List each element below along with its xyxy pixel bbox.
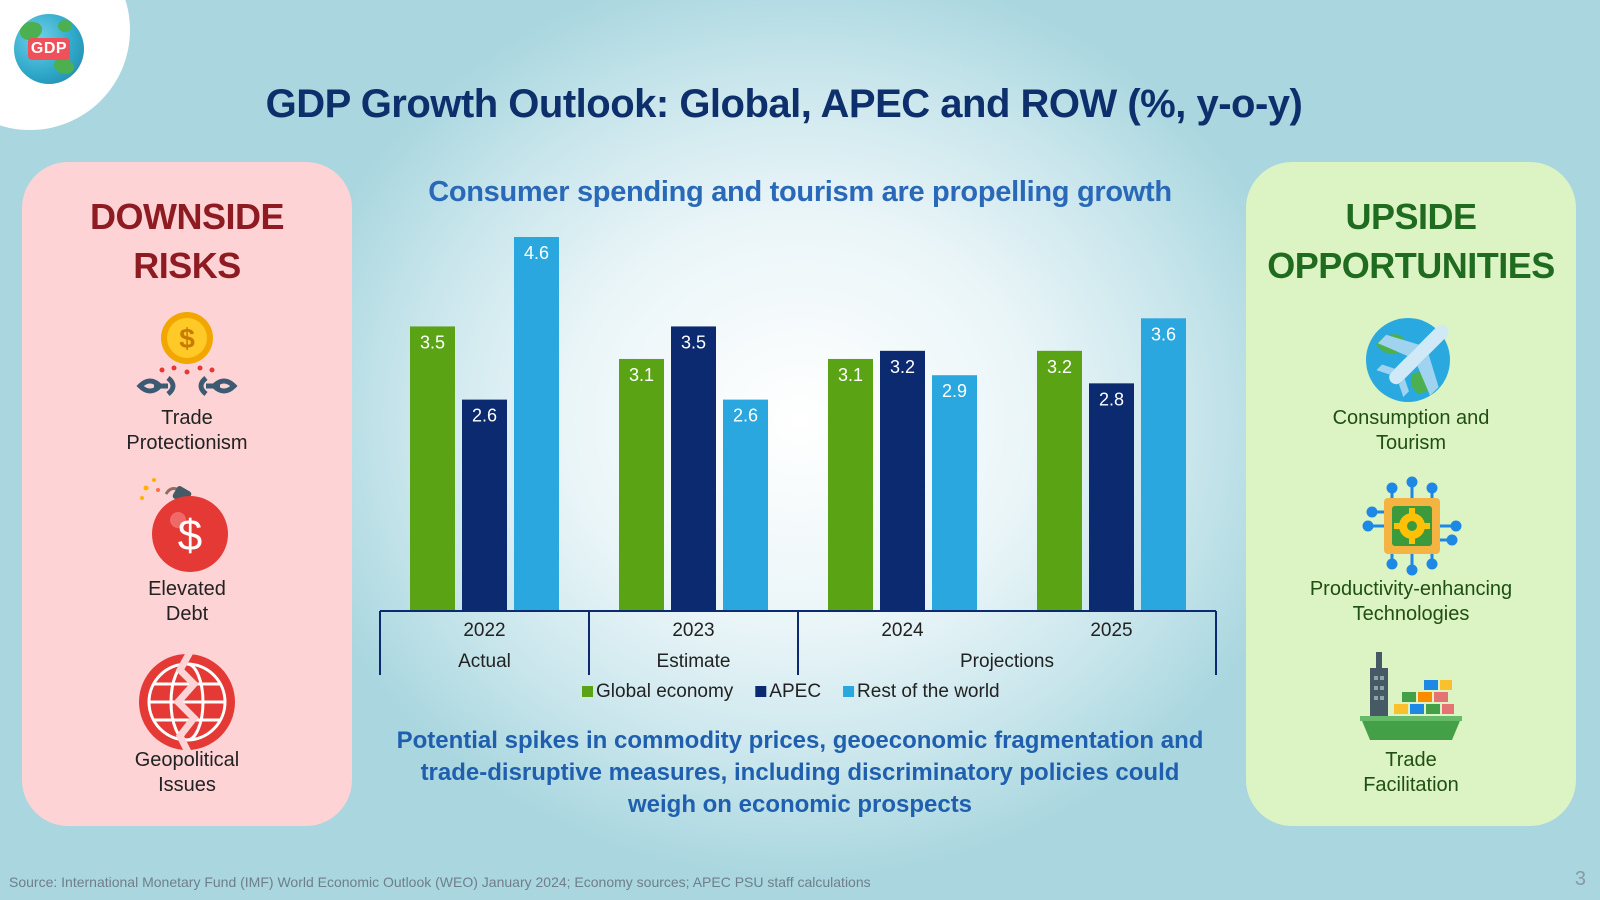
cargo-ship-icon bbox=[1360, 652, 1462, 740]
data-label: 3.2 bbox=[890, 357, 915, 377]
legend-label: Rest of the world bbox=[857, 681, 1000, 702]
risk-label-line2: Issues bbox=[158, 774, 216, 796]
risk-note: Potential spikes in commodity prices, ge… bbox=[380, 725, 1220, 821]
legend-swatch bbox=[843, 686, 855, 697]
bar-2025-global-economy bbox=[1037, 350, 1082, 611]
opportunity-label-line2: Tourism bbox=[1375, 432, 1446, 454]
data-label: 2.8 bbox=[1099, 389, 1124, 409]
svg-text:$: $ bbox=[178, 511, 202, 560]
bar-2025-rest-of-the-world bbox=[1141, 318, 1186, 611]
risk-label-line2: Protectionism bbox=[126, 432, 248, 454]
opportunity-label-line2: Technologies bbox=[1352, 603, 1470, 625]
opportunity-label-line2: Facilitation bbox=[1363, 774, 1459, 796]
page-number: 3 bbox=[1574, 868, 1586, 890]
source-note: Source: International Monetary Fund (IMF… bbox=[9, 874, 871, 890]
opportunity-item-consumption-tourism: Consumption and Tourism bbox=[1246, 406, 1576, 456]
cracked-globe-icon bbox=[139, 652, 235, 752]
data-label: 4.6 bbox=[524, 243, 549, 263]
data-label: 3.1 bbox=[838, 365, 863, 385]
svg-text:$: $ bbox=[179, 323, 195, 354]
group-label: Actual bbox=[458, 651, 511, 672]
risk-label-line1: Elevated bbox=[148, 578, 226, 600]
legend-label: Global economy bbox=[596, 681, 734, 702]
legend-label: APEC bbox=[769, 681, 821, 702]
risk-label-line1: Trade bbox=[161, 407, 213, 429]
data-label: 3.1 bbox=[629, 365, 654, 385]
gdp-logo: GDP bbox=[14, 14, 84, 84]
risk-label-line1: Geopolitical bbox=[134, 749, 240, 771]
x-tick-label: 2022 bbox=[463, 620, 505, 641]
broken-chain-coin-icon: $ bbox=[136, 312, 238, 396]
bar-2025-apec bbox=[1089, 383, 1134, 611]
legend-swatch bbox=[582, 686, 593, 697]
x-tick-label: 2024 bbox=[881, 620, 924, 641]
legend-swatch bbox=[755, 686, 767, 697]
upside-opportunities-panel: UPSIDE OPPORTUNITIES Consumption and Tou… bbox=[1246, 162, 1576, 826]
risk-note-line2: trade-disruptive measures, including dis… bbox=[420, 759, 1180, 786]
risk-item-trade-protectionism: Trade Protectionism bbox=[22, 406, 352, 456]
downside-title-line1: DOWNSIDE bbox=[90, 196, 285, 237]
bar-2023-apec bbox=[671, 326, 716, 611]
opportunity-label-line1: Consumption and bbox=[1332, 407, 1490, 429]
bar-2022-rest-of-the-world bbox=[514, 237, 559, 611]
x-tick-label: 2025 bbox=[1090, 620, 1132, 641]
page-title: GDP Growth Outlook: Global, APEC and ROW… bbox=[265, 82, 1303, 126]
opportunity-item-productivity-technologies: Productivity-enhancing Technologies bbox=[1246, 577, 1576, 627]
upside-title-line2: OPPORTUNITIES bbox=[1267, 245, 1555, 286]
data-label: 2.6 bbox=[733, 406, 758, 426]
data-label: 2.9 bbox=[942, 381, 967, 401]
data-label: 3.6 bbox=[1151, 324, 1176, 344]
bar-2024-apec bbox=[880, 350, 925, 611]
bar-2022-apec bbox=[462, 399, 507, 611]
group-label: Estimate bbox=[657, 651, 731, 672]
bar-2024-rest-of-the-world bbox=[932, 375, 977, 611]
bar-2023-rest-of-the-world bbox=[723, 399, 768, 611]
risk-note-line3: weigh on economic prospects bbox=[627, 791, 973, 818]
data-label: 3.5 bbox=[420, 332, 445, 352]
dollar-bomb-icon: $ bbox=[140, 478, 228, 572]
downside-risks-panel: DOWNSIDE RISKS $ Trade Protectionism $ E… bbox=[22, 162, 352, 826]
upside-title-line1: UPSIDE bbox=[1345, 196, 1477, 237]
bar-2023-global-economy bbox=[619, 358, 664, 611]
gdp-growth-bar-chart: 3.5 2.6 4.6 2022 3.1 3.5 2.6 2023 3.1 3.2 2.9 2024 3… bbox=[379, 237, 1217, 702]
airplane-globe-icon bbox=[1366, 318, 1450, 402]
risk-label-line2: Debt bbox=[165, 603, 209, 625]
x-tick-label: 2023 bbox=[672, 620, 714, 641]
chart-subtitle: Consumer spending and tourism are propel… bbox=[428, 176, 1172, 208]
bar-2024-global-economy bbox=[828, 358, 873, 611]
opportunity-item-trade-facilitation: Trade Facilitation bbox=[1246, 748, 1576, 798]
upside-opportunities-title: UPSIDE OPPORTUNITIES bbox=[1246, 192, 1576, 290]
downside-risks-title: DOWNSIDE RISKS bbox=[22, 192, 352, 290]
risk-item-elevated-debt: Elevated Debt bbox=[22, 577, 352, 627]
data-label: 2.6 bbox=[472, 406, 497, 426]
gdp-logo-text: GDP bbox=[28, 38, 70, 60]
risk-note-line1: Potential spikes in commodity prices, ge… bbox=[396, 727, 1204, 754]
bar-2022-global-economy bbox=[410, 326, 455, 611]
group-label: Projections bbox=[960, 651, 1054, 672]
downside-title-line2: RISKS bbox=[133, 245, 241, 286]
risk-item-geopolitical-issues: Geopolitical Issues bbox=[22, 748, 352, 798]
data-label: 3.2 bbox=[1047, 357, 1072, 377]
opportunity-label-line1: Trade bbox=[1385, 749, 1437, 771]
data-label: 3.5 bbox=[681, 332, 706, 352]
opportunity-label-line1: Productivity-enhancing bbox=[1309, 578, 1513, 600]
microchip-gear-icon bbox=[1362, 476, 1462, 576]
